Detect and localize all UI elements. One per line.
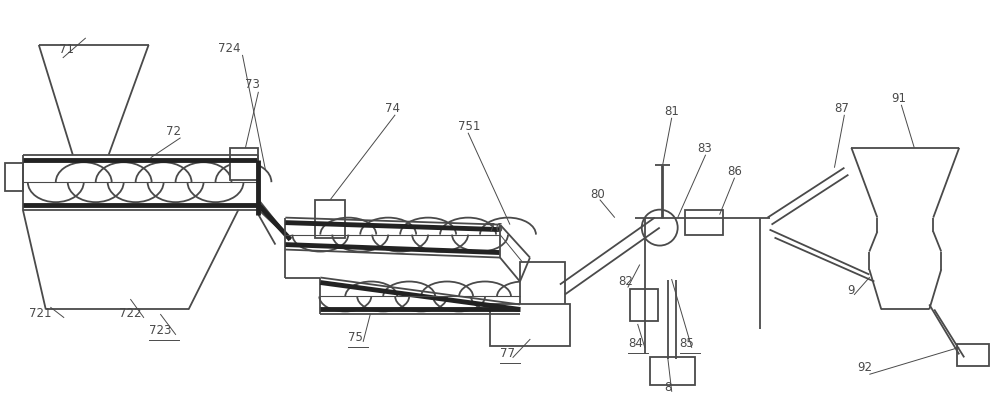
Bar xyxy=(490,305,570,346)
Text: 77: 77 xyxy=(500,347,515,360)
Text: 75: 75 xyxy=(348,331,363,344)
Bar xyxy=(5,163,23,191)
Text: 86: 86 xyxy=(728,165,742,178)
Text: 72: 72 xyxy=(166,125,181,138)
Text: 722: 722 xyxy=(119,307,141,320)
Text: 84: 84 xyxy=(628,337,643,350)
Bar xyxy=(230,148,258,180)
Text: 82: 82 xyxy=(618,275,633,288)
Text: 9: 9 xyxy=(847,284,855,297)
Text: 76: 76 xyxy=(488,222,503,235)
Text: 91: 91 xyxy=(891,92,906,105)
Bar xyxy=(685,210,723,235)
Text: 80: 80 xyxy=(590,188,605,201)
Text: 8: 8 xyxy=(665,381,672,394)
Text: 87: 87 xyxy=(834,102,849,115)
Text: 73: 73 xyxy=(245,78,260,91)
Text: 723: 723 xyxy=(149,324,171,337)
Text: 83: 83 xyxy=(698,142,712,155)
Text: 721: 721 xyxy=(29,307,51,320)
Text: 81: 81 xyxy=(665,105,680,118)
Text: 85: 85 xyxy=(680,337,694,350)
Bar xyxy=(650,357,695,386)
Bar xyxy=(630,290,658,322)
Text: 751: 751 xyxy=(458,120,480,133)
Bar xyxy=(957,344,989,366)
Text: 92: 92 xyxy=(857,361,872,374)
Text: 724: 724 xyxy=(218,42,241,55)
Text: 71: 71 xyxy=(59,43,74,56)
Text: 74: 74 xyxy=(385,102,400,115)
Bar xyxy=(315,199,345,237)
Bar xyxy=(520,261,565,326)
